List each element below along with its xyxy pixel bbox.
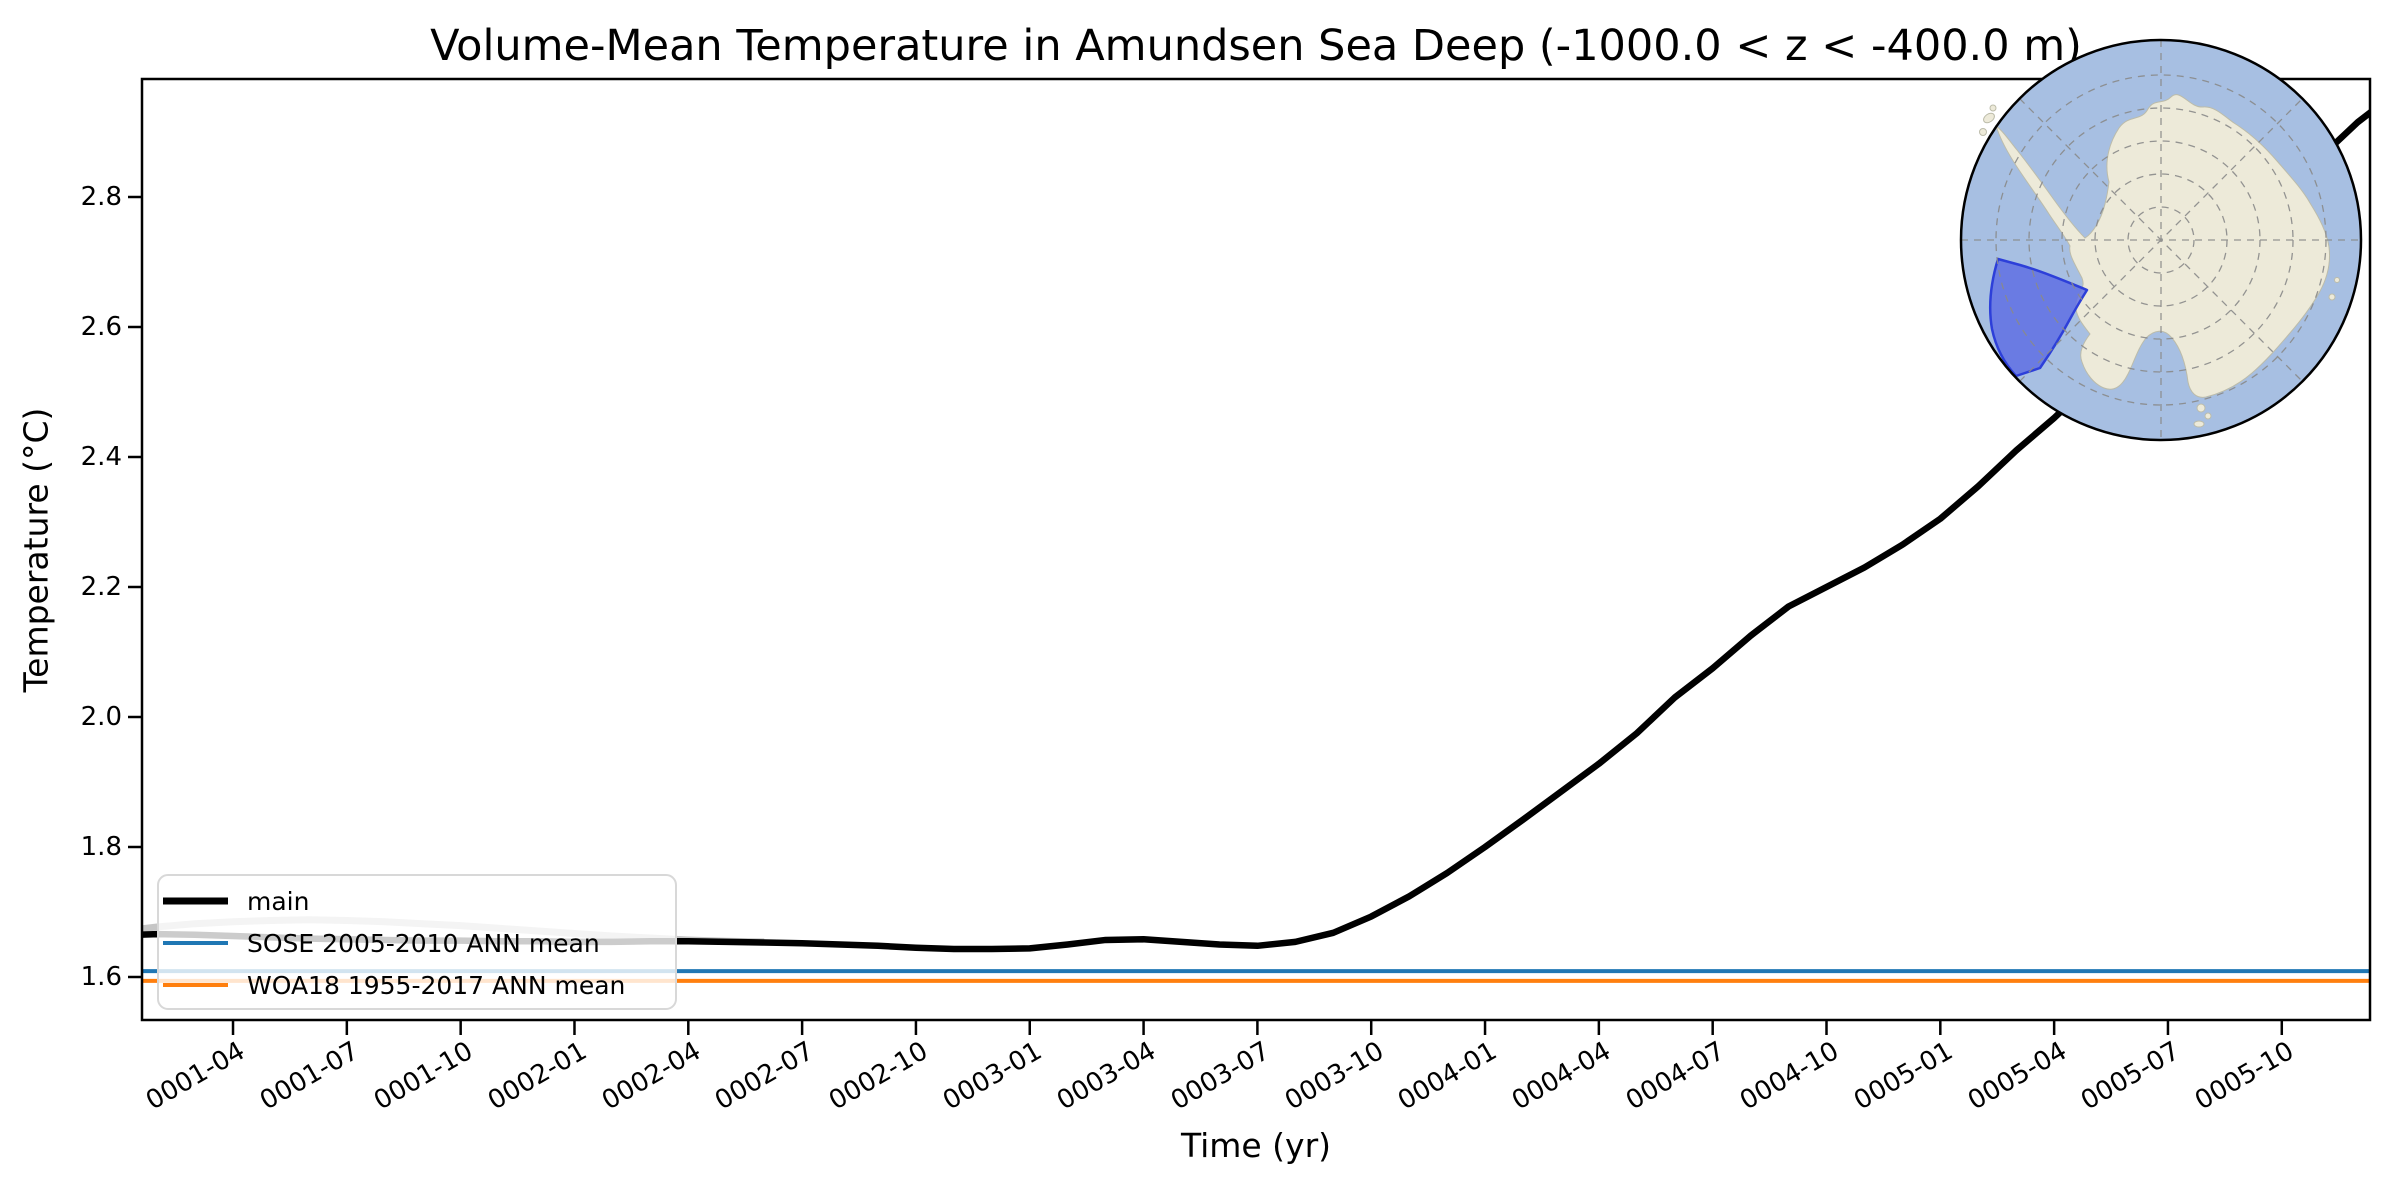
chart-title: Volume-Mean Temperature in Amundsen Sea … [430,21,2082,71]
y-tick-label: 2.4 [80,442,122,472]
y-tick-label: 2.8 [80,182,122,212]
y-tick-label: 1.6 [80,962,122,992]
legend-label-sose: SOSE 2005-2010 ANN mean [247,929,600,958]
legend-box [157,874,677,1010]
legend: main SOSE 2005-2010 ANN mean WOA18 1955-… [157,874,677,1010]
map-graticule [1961,40,2361,440]
y-axis-label: Temperature (°C) [16,407,56,693]
y-tick-label: 2.2 [80,572,122,602]
y-tick-label: 2.6 [80,312,122,342]
x-axis-label: Time (yr) [1180,1126,1332,1165]
inset-map-antarctica [1959,38,2363,442]
y-tick-marks [128,195,141,979]
legend-label-main: main [247,887,309,916]
amundsen-region-highlight [1988,257,2089,378]
y-tick-label: 1.8 [80,832,122,862]
legend-label-woa18: WOA18 1955-2017 ANN mean [247,971,625,1000]
axes-spines [140,77,2372,1022]
map-boundary-circle [1959,38,2363,442]
x-tick-marks [231,1021,2284,1035]
y-tick-label: 2.0 [80,702,122,732]
map-islands [1979,104,2340,428]
